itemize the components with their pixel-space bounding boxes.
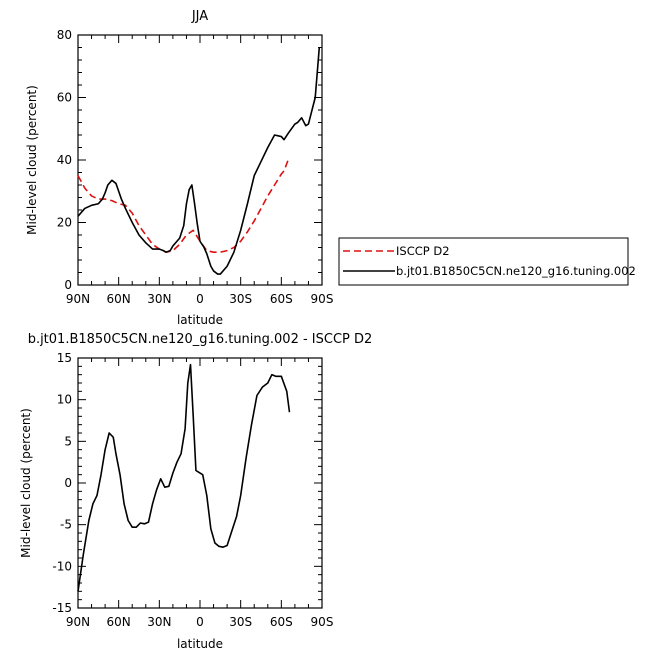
y-tick-label: 0 bbox=[64, 278, 72, 292]
x-axis-label: latitude bbox=[177, 637, 223, 651]
y-tick-label: 15 bbox=[57, 351, 72, 365]
series-line-1 bbox=[77, 363, 291, 592]
chart-title: b.jt01.B1850C5CN.ne120_g16.tuning.002 - … bbox=[28, 332, 373, 347]
legend-label: ISCCP D2 bbox=[396, 244, 450, 258]
x-tick-label: 60N bbox=[107, 292, 131, 306]
y-tick-label: 10 bbox=[57, 393, 72, 407]
chart-panel-1: 90N 60N 30N 0 30S 60S 90S 0 20 40 60 80 JJA latitude M… bbox=[25, 9, 636, 327]
chart-panel-2: 90N 60N 30N 0 30S 60S 90S -15 -10 -5 0 5 10 15 b.jt01.… bbox=[19, 332, 372, 651]
y-tick-label: 40 bbox=[57, 153, 72, 167]
y-axis-label: Mid-level cloud (percent) bbox=[25, 85, 39, 235]
plot-frame bbox=[77, 357, 323, 609]
y-tick-label: 20 bbox=[57, 216, 72, 230]
x-axis-label: latitude bbox=[177, 313, 223, 327]
y-tick-label: 80 bbox=[57, 28, 72, 42]
y-tick-label: 0 bbox=[64, 476, 72, 490]
legend-label: b.jt01.B1850C5CN.ne120_g16.tuning.002 bbox=[396, 264, 636, 278]
series-line-1 bbox=[77, 159, 289, 253]
legend-box bbox=[338, 237, 629, 286]
x-tick-label: 0 bbox=[196, 615, 204, 629]
x-tick-label: 30S bbox=[229, 615, 252, 629]
x-tick-label: 0 bbox=[196, 292, 204, 306]
x-tick-label: 90S bbox=[311, 292, 334, 306]
x-tick-label: 90N bbox=[66, 615, 90, 629]
x-tick-label: 90N bbox=[66, 292, 90, 306]
legend: ISCCP D2 b.jt01.B1850C5CN.ne120_g16.tunin… bbox=[338, 237, 636, 286]
x-tick-label: 30N bbox=[147, 615, 171, 629]
y-tick-label: -15 bbox=[52, 601, 72, 615]
chart-title: JJA bbox=[191, 9, 208, 24]
x-tick-label: 30N bbox=[147, 292, 171, 306]
y-tick-label: -5 bbox=[60, 518, 72, 532]
y-tick-label: 5 bbox=[64, 434, 72, 448]
x-tick-label: 30S bbox=[229, 292, 252, 306]
x-tick-label: 90S bbox=[311, 615, 334, 629]
x-tick-label: 60S bbox=[270, 615, 293, 629]
y-tick-label: -10 bbox=[52, 559, 72, 573]
series-line-2 bbox=[77, 47, 321, 275]
y-tick-label: 60 bbox=[57, 91, 72, 105]
x-tick-label: 60S bbox=[270, 292, 293, 306]
x-tick-label: 60N bbox=[107, 615, 131, 629]
plot-frame bbox=[77, 34, 323, 286]
y-axis-label: Mid-level cloud (percent) bbox=[19, 408, 33, 558]
